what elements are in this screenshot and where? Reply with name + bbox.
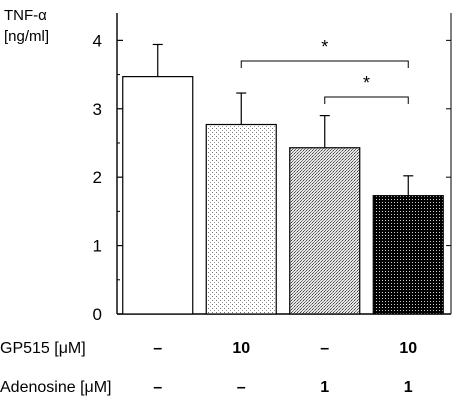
bar [372,195,444,315]
significance-bracket [324,96,409,104]
condition-value: – [153,379,162,396]
condition-value: – [237,379,246,396]
error-bars [152,43,414,196]
y-tick-label: 1 [93,237,102,256]
bar [289,147,361,315]
condition-value: 1 [404,379,413,396]
condition-value: – [320,340,329,357]
y-axis-label-line: TNF-α [4,7,47,24]
bars [122,76,444,315]
condition-value: – [153,340,162,357]
bar [205,123,277,315]
condition-table: GP515 [μM] – 10 – 10 Adenosine [μM] – – 1 1 [0,340,417,396]
y-tick-label: 3 [93,100,102,119]
condition-row-label: Adenosine [μM] [0,379,112,396]
y-tick-label: 4 [93,31,102,50]
significance-star: * [321,37,328,57]
condition-value: 10 [232,340,250,357]
y-axis-label: TNF-α [ng/ml] [4,7,49,45]
significance-brackets: ** [240,37,409,104]
y-axis-label-line: [ng/ml] [4,28,49,45]
y-tick-label: 0 [93,305,102,324]
significance-bracket [240,60,409,68]
condition-row-label: GP515 [μM] [0,340,86,357]
significance-star: * [363,73,370,93]
condition-value: 1 [320,379,329,396]
bar [122,76,194,315]
y-tick-label: 2 [93,168,102,187]
condition-value: 10 [399,340,417,357]
